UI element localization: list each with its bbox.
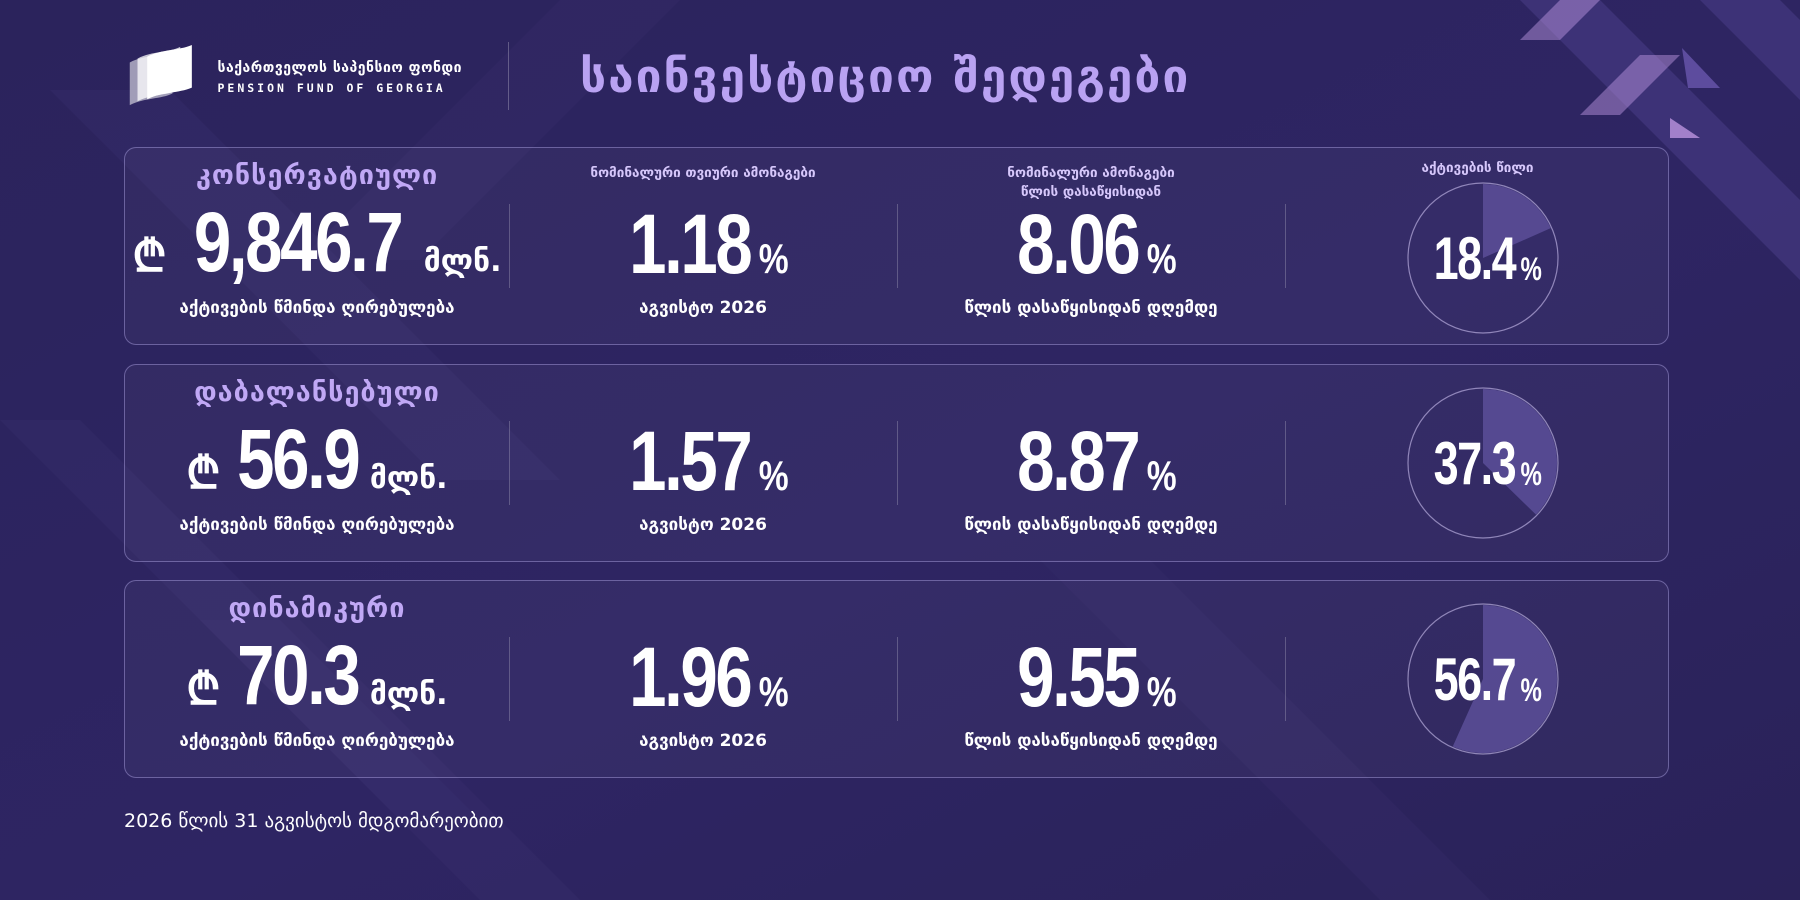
asset-share-value: 56.7 [1433, 645, 1517, 713]
monthly-return-value: 1.57 [628, 414, 753, 508]
header-divider [508, 42, 509, 110]
fund-card-dynamic: დინამიკური ₾ 70.3 მლნ. აქტივების წმინდა … [124, 580, 1669, 778]
ytd-period: წლის დასაწყისიდან დღემდე [964, 731, 1218, 751]
percent-sign: % [1520, 455, 1543, 492]
net-asset-label: აქტივების წმინდა ღირებულება [179, 731, 455, 751]
ytd-return-header: ნომინალური ამონაგები წლის დასაწყისიდან [897, 164, 1285, 202]
monthly-period: აგვისტო 2026 [639, 515, 767, 535]
column-divider [1285, 637, 1286, 721]
percent-sign: % [1520, 250, 1543, 287]
asset-share-slice [1483, 389, 1557, 515]
brand-name-ka: საქართველოს საპენსიო ფონდი [217, 59, 462, 76]
percent-sign: % [1146, 235, 1177, 282]
net-asset-label: აქტივების წმინდა ღირებულება [179, 298, 455, 318]
percent-sign: % [1520, 671, 1543, 708]
net-asset-value: ₾ 70.3 მლნ. [125, 628, 509, 722]
ytd-period: წლის დასაწყისიდან დღემდე [964, 298, 1218, 318]
fund-name: დაბალანსებული [194, 377, 440, 408]
column-divider [509, 637, 510, 721]
monthly-return-value: 1.18 [628, 197, 753, 291]
asset-share-pie: 18.4 % [1407, 182, 1559, 334]
net-asset-amount: 9,846.7 [194, 195, 404, 289]
column-divider [1285, 204, 1286, 288]
footnote-date: 2026 წლის 31 აგვისტოს მდგომარეობით [124, 810, 504, 832]
ytd-period: წლის დასაწყისიდან დღემდე [964, 515, 1218, 535]
column-divider [897, 637, 898, 721]
brand-name-en: PENSION FUND OF GEORGIA [217, 80, 446, 95]
lari-symbol: ₾ [186, 448, 221, 499]
net-asset-amount: 70.3 [237, 628, 361, 722]
net-asset-label: აქტივების წმინდა ღირებულება [179, 515, 455, 535]
column-divider [897, 421, 898, 505]
ytd-header-line2: წლის დასაწყისიდან [1020, 184, 1162, 200]
ytd-return: 8.06 % [897, 202, 1285, 286]
net-asset-value: ₾ 56.9 მლნ. [125, 412, 509, 506]
asset-share-header: აქტივების წილი [1421, 160, 1534, 176]
ytd-return-value: 8.87 [1016, 414, 1141, 508]
ytd-return-value: 9.55 [1016, 630, 1141, 724]
percent-sign: % [1146, 452, 1177, 499]
fund-name: დინამიკური [228, 593, 406, 624]
lari-symbol: ₾ [132, 231, 167, 282]
monthly-return-header: ნომინალური თვიური ამონაგები [590, 165, 816, 181]
net-asset-unit: მლნ. [369, 461, 448, 496]
monthly-period: აგვისტო 2026 [639, 731, 767, 751]
monthly-return: 1.57 % [509, 419, 897, 503]
asset-share-slice [1483, 184, 1551, 258]
net-asset-unit: მლნ. [369, 677, 448, 712]
monthly-return: 1.96 % [509, 635, 897, 719]
ytd-return: 8.87 % [897, 419, 1285, 503]
percent-sign: % [1146, 668, 1177, 715]
column-divider [1285, 421, 1286, 505]
monthly-period: აგვისტო 2026 [639, 298, 767, 318]
fund-name: კონსერვატიული [195, 160, 439, 191]
fund-card-balanced: დაბალანსებული ₾ 56.9 მლნ. აქტივების წმინ… [124, 364, 1669, 562]
percent-sign: % [758, 452, 789, 499]
monthly-return-value: 1.96 [628, 630, 753, 724]
asset-share-pie: 37.3 % [1407, 387, 1559, 539]
column-divider [509, 204, 510, 288]
column-divider [509, 421, 510, 505]
ytd-return: 9.55 % [897, 635, 1285, 719]
percent-sign: % [758, 235, 789, 282]
asset-share-value: 37.3 [1433, 429, 1517, 497]
fund-card-conservative: კონსერვატიული ₾ 9,846.7 მლნ. აქტივების წ… [124, 147, 1669, 345]
asset-share-slice [1452, 605, 1557, 753]
asset-share-value: 18.4 [1433, 224, 1517, 292]
asset-share-pie: 56.7 % [1407, 603, 1559, 755]
percent-sign: % [758, 668, 789, 715]
net-asset-value: ₾ 9,846.7 მლნ. [125, 195, 509, 289]
monthly-return: 1.18 % [509, 202, 897, 286]
ytd-return-value: 8.06 [1016, 197, 1141, 291]
net-asset-amount: 56.9 [237, 412, 361, 506]
brand-logo[interactable]: საქართველოს საპენსიო ფონდი PENSION FUND … [122, 42, 462, 112]
column-divider [897, 204, 898, 288]
lari-symbol: ₾ [186, 664, 221, 715]
ytd-header-line1: ნომინალური ამონაგები [1007, 165, 1175, 181]
logo-pages-icon [129, 44, 192, 106]
net-asset-unit: მლნ. [423, 244, 502, 279]
page-title: საინვესტიციო შედეგები [580, 49, 1191, 103]
